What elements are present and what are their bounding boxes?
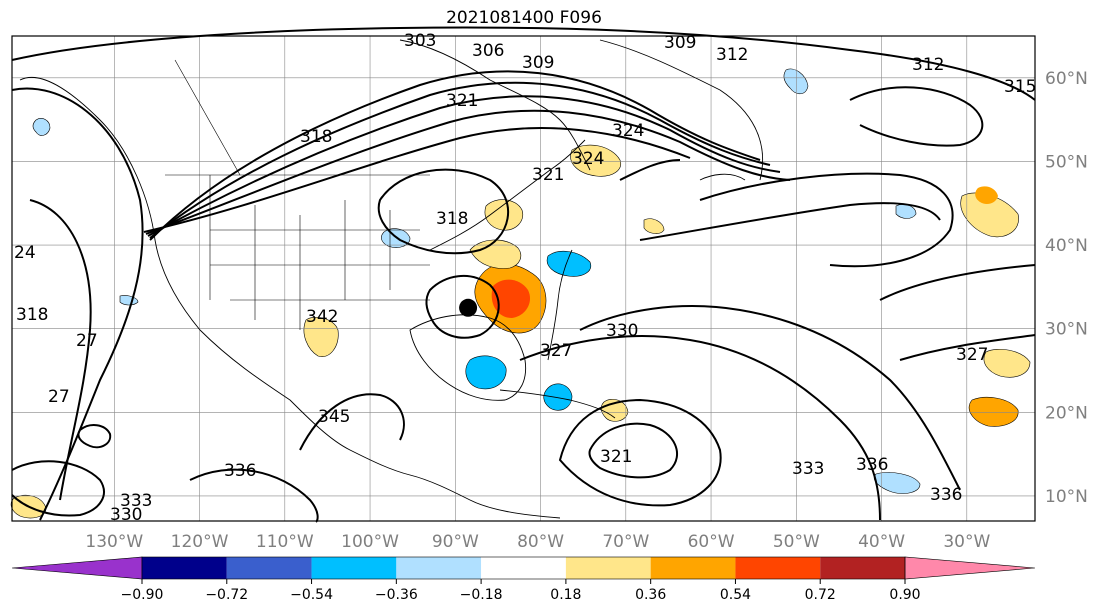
contour-label: 309 (664, 33, 696, 53)
colorbar-tick-label: −0.54 (290, 587, 333, 603)
shading-layer (10, 68, 1031, 519)
longitude-labels: 130°W 120°W 110°W 100°W 90°W 80°W 70°W 60°W 50°W… (85, 532, 990, 552)
contour-label: 27 (76, 331, 98, 351)
latitude-labels: 10°N 20°N 30°N 40°N 50°N 60°N (1045, 69, 1088, 507)
colorbar-tick-label: −0.90 (121, 587, 164, 603)
colorbar-tick-label: −0.72 (205, 587, 248, 603)
longitude-label: 80°W (517, 532, 564, 552)
colorbar-swatch (565, 557, 651, 579)
contour-label: 321 (532, 165, 564, 185)
colorbar-swatch (226, 557, 312, 579)
contour-label: 306 (472, 41, 504, 61)
latitude-label: 60°N (1045, 69, 1088, 89)
colorbar-swatch (735, 557, 821, 579)
colorbar-tick-label: −0.18 (460, 587, 503, 603)
colorbar-swatch (142, 557, 227, 579)
colorbar-swatch (481, 557, 566, 579)
contour-label: 333 (792, 459, 824, 479)
contour-label: 324 (612, 121, 644, 141)
colorbar-extend-high (904, 556, 1036, 580)
contour-label: 333 (120, 491, 152, 511)
contour-label: 27 (48, 387, 70, 407)
longitude-label: 130°W (85, 532, 143, 552)
contour-label: 312 (912, 55, 944, 75)
colorbar-swatch (311, 557, 397, 579)
latitude-label: 50°N (1045, 152, 1088, 172)
colorbar-tick-label: 0.90 (889, 587, 920, 603)
longitude-label: 70°W (602, 532, 649, 552)
longitude-label: 40°W (858, 532, 905, 552)
colorbar-swatch (650, 557, 736, 579)
colorbar-tick-label: 0.54 (720, 587, 751, 603)
colorbar-tick-label: 0.18 (550, 587, 581, 603)
map-title: 2021081400 F096 (446, 8, 602, 28)
contour-label: 318 (436, 209, 468, 229)
latitude-label: 40°N (1045, 236, 1088, 256)
colorbar-swatch (820, 557, 905, 579)
latitude-label: 30°N (1045, 320, 1088, 340)
contour-label: 327 (540, 341, 572, 361)
contour-label: 309 (522, 53, 554, 73)
colorbar-extend-low (11, 556, 143, 580)
longitude-label: 120°W (171, 532, 229, 552)
latitude-label: 20°N (1045, 403, 1088, 423)
longitude-label: 50°W (773, 532, 820, 552)
contour-label: 330 (606, 321, 638, 341)
colorbar: −0.90 −0.72 −0.54 −0.36 −0.18 0.18 0.36 0.54 0.7… (11, 556, 1036, 603)
colorbar-tick-label: 0.72 (805, 587, 836, 603)
contour-label: 315 (1004, 77, 1036, 97)
contour-label: 318 (300, 127, 332, 147)
colorbar-tick-label: 0.36 (635, 587, 666, 603)
colorbar-swatch (396, 557, 482, 579)
contour-lines (11, 26, 1036, 523)
contour-label: 312 (716, 45, 748, 65)
black-dot-marker (459, 298, 478, 317)
map-frame (11, 35, 1036, 522)
contour-label: 330 (110, 505, 142, 525)
longitude-label: 110°W (256, 532, 314, 552)
longitude-label: 30°W (943, 532, 990, 552)
contour-label: 336 (224, 461, 256, 481)
contour-label: 321 (446, 91, 478, 111)
latitude-label: 10°N (1045, 487, 1088, 507)
longitude-label: 100°W (341, 532, 399, 552)
contour-label: 324 (572, 149, 604, 169)
contour-label: 342 (306, 307, 338, 327)
contour-labels: 303 306 309 309 312 312 315 318 321 321 … (14, 31, 1036, 525)
contour-label: 303 (404, 31, 436, 51)
colorbar-frame (141, 556, 906, 580)
longitude-label: 90°W (432, 532, 479, 552)
contour-label: 336 (856, 455, 888, 475)
contour-label: 345 (318, 407, 350, 427)
contour-label: 321 (600, 447, 632, 467)
contour-label: 336 (930, 485, 962, 505)
longitude-label: 60°W (688, 532, 735, 552)
contour-label: 24 (14, 243, 36, 263)
colorbar-tick-label: −0.36 (375, 587, 418, 603)
graticule (12, 36, 1035, 521)
coastlines (19, 39, 764, 519)
political-borders (165, 59, 430, 330)
contour-label: 318 (16, 305, 48, 325)
contour-label: 327 (956, 345, 988, 365)
